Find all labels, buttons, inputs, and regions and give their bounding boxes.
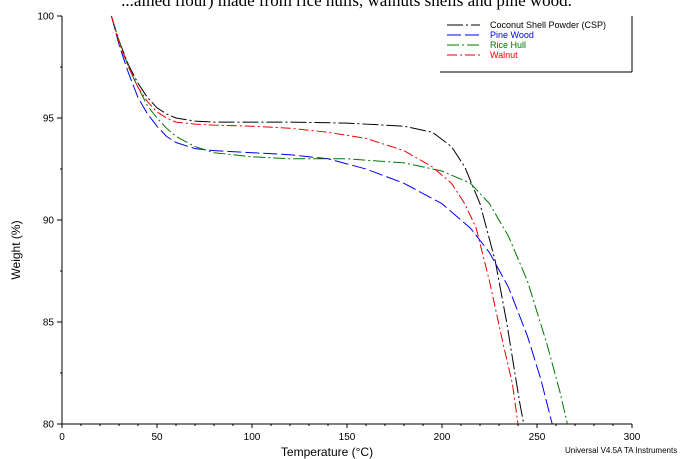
footer-label: Universal V4.5A TA Instruments [565, 446, 677, 455]
y-axis-title: Weight (%) [9, 220, 23, 279]
x-tick-label: 150 [339, 432, 356, 443]
x-tick-label: 0 [59, 432, 65, 443]
series-line-0 [110, 15, 525, 425]
x-tick-label: 300 [624, 432, 641, 443]
axes-layer: 0 50 100 150 200 250 300 80 85 90 95 100 Temperature… [9, 12, 641, 459]
x-axis-title: Temperature (°C) [281, 445, 373, 459]
legend-label-2: Rice Hull [490, 40, 526, 50]
series-line-1 [110, 15, 553, 425]
series-line-3 [110, 15, 519, 425]
legend-label-3: Walnut [490, 50, 518, 60]
y-tick-label: 100 [37, 12, 54, 23]
legend-label-1: Pine Wood [490, 30, 534, 40]
legend-label-0: Coconut Shell Powder (CSP) [490, 20, 606, 30]
x-tick-label: 250 [529, 432, 546, 443]
y-tick-label: 80 [43, 420, 55, 431]
series-line-2 [110, 15, 568, 425]
y-tick-label: 90 [43, 216, 55, 227]
x-tick-label: 50 [151, 432, 163, 443]
x-tick-label: 200 [434, 432, 451, 443]
series-layer [110, 15, 568, 425]
caption-text: ...ained flour) made from rice hulls, wa… [121, 0, 572, 10]
legend: Coconut Shell Powder (CSP)Pine WoodRice … [440, 16, 633, 73]
y-tick-label: 95 [43, 114, 55, 125]
x-tick-label: 100 [244, 432, 261, 443]
y-tick-label: 85 [43, 318, 55, 329]
